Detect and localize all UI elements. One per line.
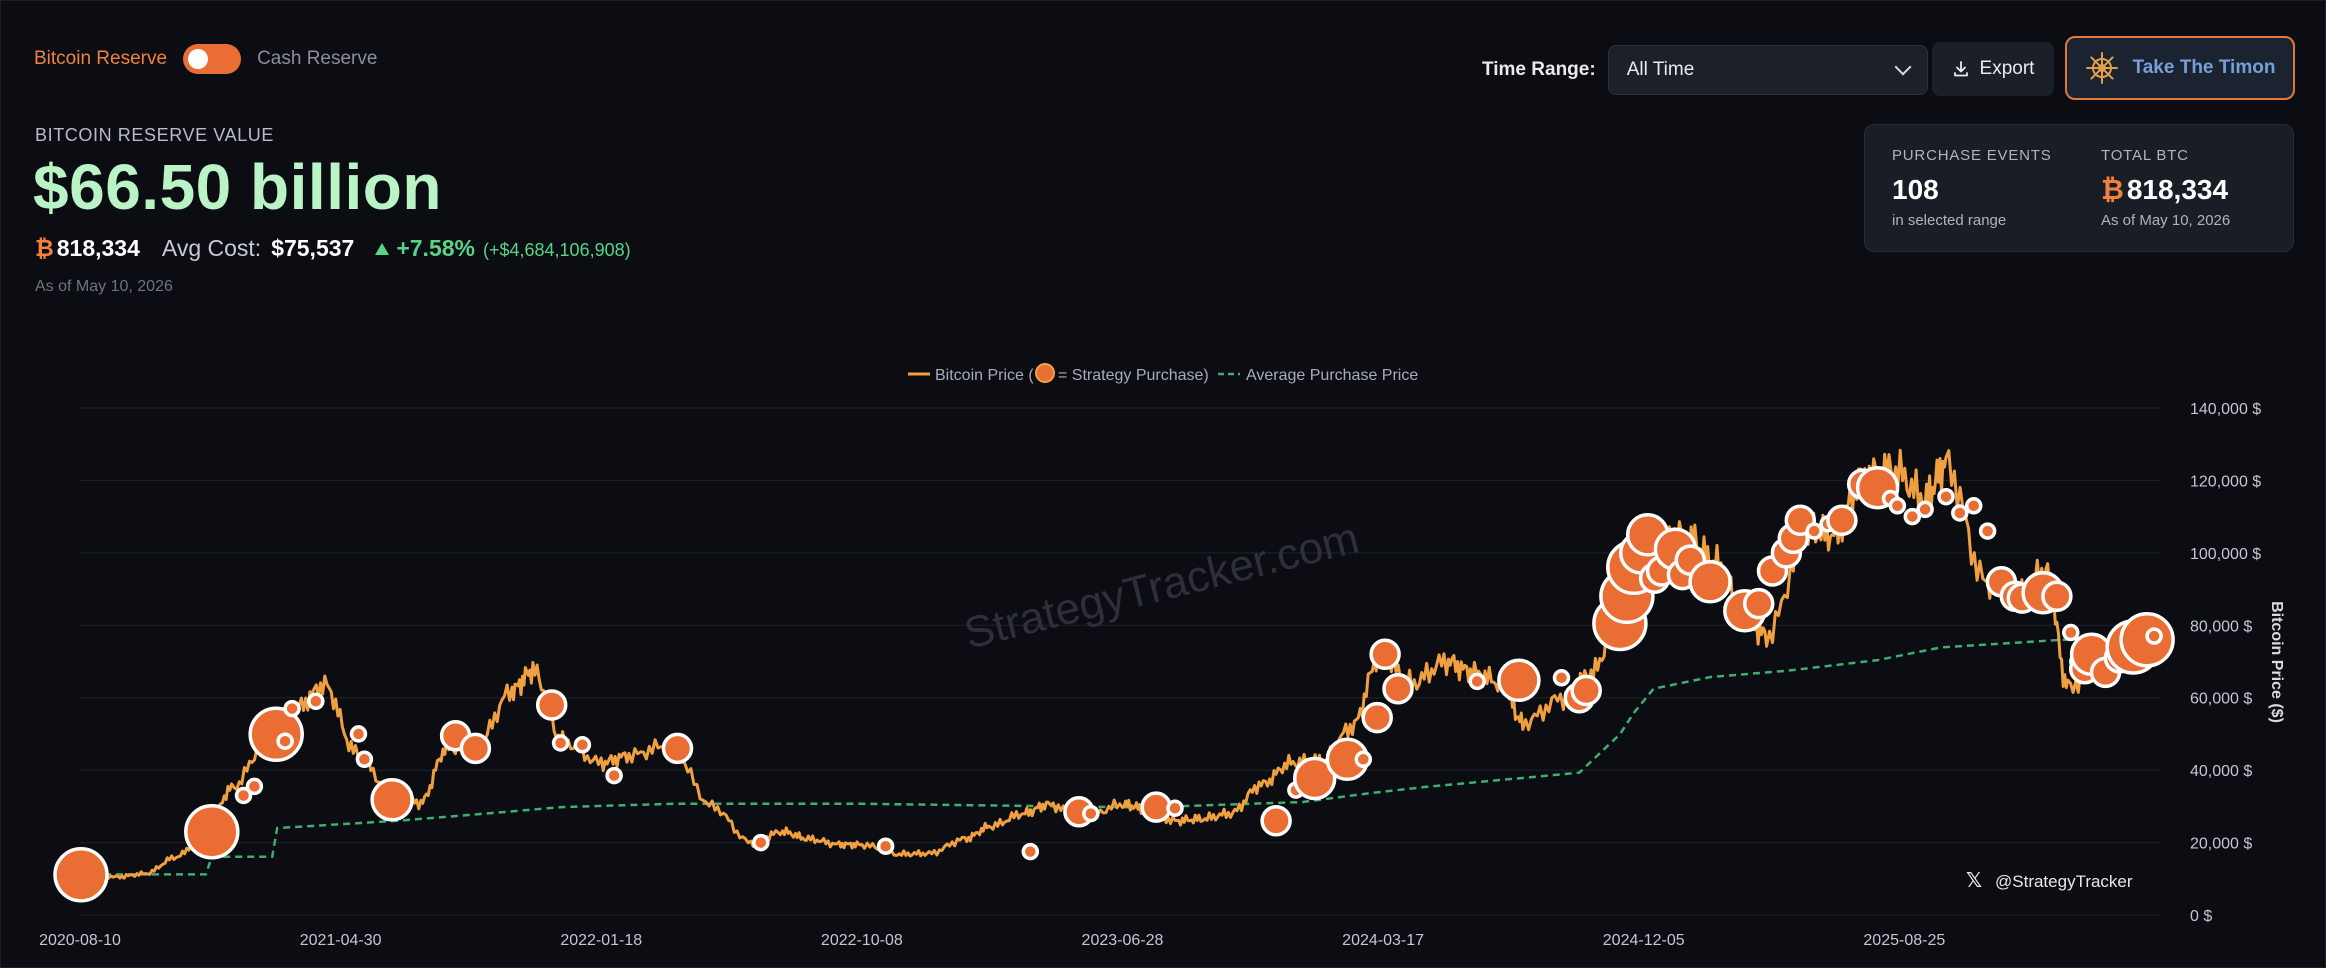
ship-wheel-icon <box>2085 52 2118 84</box>
stats-card: PURCHASE EVENTS 108 in selected range TO… <box>1864 124 2294 252</box>
time-range-label: Time Range: <box>1482 59 1596 80</box>
reserve-title: BITCOIN RESERVE VALUE <box>35 125 274 145</box>
avg-cost-value: $75,537 <box>271 235 355 261</box>
total-btc-sub: As of May 10, 2026 <box>2101 212 2231 229</box>
purchase-events-value: 108 <box>1892 174 1939 205</box>
export-button[interactable]: Export <box>1932 42 2054 96</box>
change-usd: (+$4,684,106,908) <box>482 240 631 260</box>
triangle-up-icon <box>375 242 390 255</box>
btc-symbol: ₿ <box>2101 174 2124 205</box>
reserve-meta: ₿ 818,334 Avg Cost: $75,537 +7.58% (+$4,… <box>35 235 631 262</box>
as-of-date: As of May 10, 2026 <box>35 278 173 295</box>
chevron-down-icon <box>1894 58 1912 76</box>
avg-cost-label: Avg Cost: <box>161 235 262 261</box>
reserve-switch[interactable] <box>183 44 242 74</box>
total-btc-value: 818,334 <box>2126 174 2229 205</box>
switch-knob <box>188 49 209 69</box>
reserve-value: $66.50 billion <box>33 151 442 223</box>
total-btc-stat: TOTAL BTC ₿ 818,334 As of May 10, 2026 <box>2101 147 2230 229</box>
total-btc-value-row: ₿ 818,334 <box>2101 174 2230 206</box>
time-range-select[interactable]: All Time <box>1607 45 1928 95</box>
btc-amount: 818,334 <box>56 235 140 261</box>
purchase-events-sub: in selected range <box>1892 212 2007 229</box>
bitcoin-reserve-label[interactable]: Bitcoin Reserve <box>34 48 168 69</box>
time-range-value: All Time <box>1626 59 1695 80</box>
total-btc-label: TOTAL BTC <box>2101 147 2189 164</box>
reserve-toggle: Bitcoin Reserve Cash Reserve <box>34 44 377 74</box>
purchase-events-label: PURCHASE EVENTS <box>1892 147 2052 164</box>
time-range-control: Time Range: All Time <box>1482 44 1928 96</box>
purchase-events-stat: PURCHASE EVENTS 108 in selected range <box>1892 147 2052 229</box>
export-label: Export <box>1979 58 2035 79</box>
take-the-timon-button[interactable]: Take The Timon <box>2065 36 2295 100</box>
cash-reserve-label[interactable]: Cash Reserve <box>257 48 378 69</box>
download-icon <box>1953 61 1968 77</box>
change-percent: +7.58% <box>396 235 475 261</box>
take-the-timon-label: Take The Timon <box>2132 57 2276 78</box>
btc-symbol: ₿ <box>35 235 54 261</box>
